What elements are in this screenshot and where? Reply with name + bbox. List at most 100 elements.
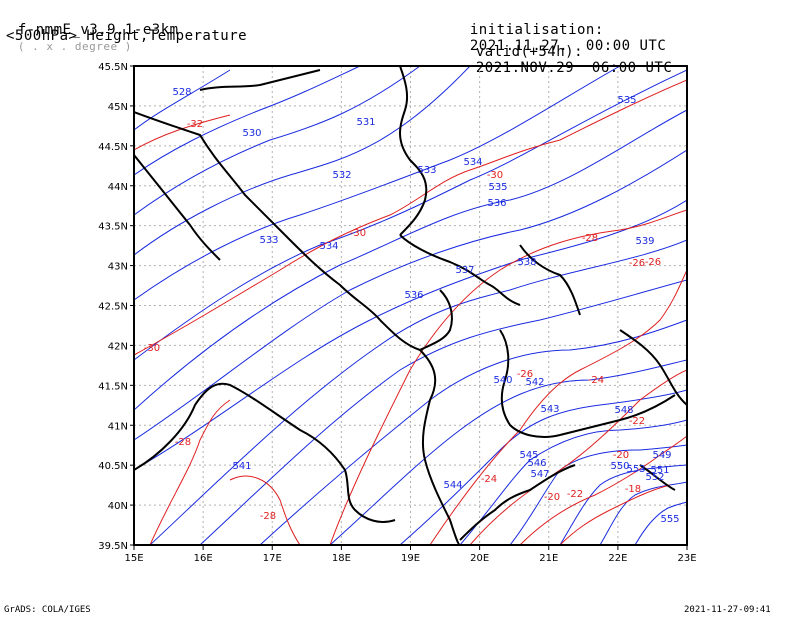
temperature-label: -20 (544, 492, 560, 503)
height-label: 538 (517, 257, 536, 268)
height-label: 539 (635, 236, 654, 247)
height-label: 531 (356, 117, 375, 128)
border-line (399, 66, 428, 236)
lat-tick-label: 43N (108, 262, 128, 273)
map-grid (134, 66, 687, 545)
height-label: 528 (172, 87, 191, 98)
temperature-label: -28 (582, 233, 598, 244)
height-contours (134, 66, 687, 545)
border-line (459, 464, 576, 541)
footer-source: GrADS: COLA/IGES (4, 605, 91, 615)
lat-tick-label: 39.5N (98, 541, 128, 552)
border-line (399, 234, 521, 306)
temperature-labels: -32-30-30-30-28-28-26-26-24-24-22-22-20-… (144, 119, 661, 522)
height-labels: 528 530 531 532 533 533 534 534 535 535 536 536 537 5… (172, 87, 679, 525)
lon-tick-label: 20E (470, 553, 489, 564)
height-label: 551 (650, 465, 669, 476)
border-line (134, 382, 346, 471)
lat-tick-label: 42N (108, 341, 128, 352)
lon-tick-label: 16E (194, 553, 213, 564)
lon-tick-label: 15E (124, 553, 143, 564)
lat-tick-label: 41.5N (98, 381, 128, 392)
lat-tick-label: 43.5N (98, 222, 128, 233)
height-label: 535 (617, 95, 636, 106)
temperature-label: -20 (613, 450, 629, 461)
height-label: 533 (417, 165, 436, 176)
height-label: 555 (660, 514, 679, 525)
lat-tick-label: 40.5N (98, 461, 128, 472)
border-line (419, 289, 453, 351)
height-contour (599, 481, 687, 545)
temperature-contour (329, 209, 687, 545)
lat-tick-label: 44N (108, 182, 128, 193)
temperature-contour (559, 484, 671, 545)
height-label: 540 (493, 375, 512, 386)
temperature-label: -22 (567, 489, 583, 500)
height-label: 543 (540, 404, 559, 415)
height-contour (134, 66, 361, 176)
height-contour (134, 149, 687, 441)
height-label: 550 (610, 461, 629, 472)
temperature-label: -32 (187, 119, 203, 130)
height-label: 534 (463, 157, 482, 168)
height-label: 546 (527, 458, 546, 469)
border-line (639, 464, 676, 491)
height-contour (134, 66, 621, 301)
height-label: 541 (232, 461, 251, 472)
lon-tick-label: 18E (332, 553, 351, 564)
height-contour (399, 389, 687, 545)
border-line (379, 319, 421, 351)
height-contour (459, 419, 687, 545)
border-line (619, 329, 687, 406)
lon-tick-label: 19E (401, 553, 420, 564)
temperature-contour (134, 114, 231, 151)
field-title: <500hPa> Height,Temperature (6, 28, 248, 44)
init-value: 2021.11.27. 00:00 UTC (469, 38, 667, 54)
border-line (344, 469, 396, 523)
lon-axis: 15E 16E 17E 18E 19E 20E 21E 22E 23E (124, 545, 697, 564)
temperature-label: -30 (144, 343, 160, 354)
temperature-label: -18 (625, 484, 641, 495)
height-label: 553 (626, 464, 645, 475)
height-contour (259, 319, 687, 545)
border-line (134, 154, 221, 261)
height-label: 547 (530, 469, 549, 480)
height-label: 545 (519, 450, 538, 461)
height-label: 532 (332, 170, 351, 181)
lat-axis: 39.5N 40N 40.5N 41N 41.5N 42N 42.5N 43N 43.5N 44N… (98, 62, 134, 552)
border-line (134, 111, 381, 321)
lat-tick-label: 42.5N (98, 302, 128, 313)
height-label: 549 (652, 450, 671, 461)
border-line (559, 394, 676, 436)
height-contour (559, 464, 687, 545)
temperature-label: -28 (260, 511, 276, 522)
lon-tick-label: 17E (263, 553, 282, 564)
lat-tick-label: 44.5N (98, 142, 128, 153)
height-label: 548 (614, 405, 633, 416)
temperature-contour (469, 369, 687, 545)
height-contour (134, 66, 471, 256)
height-contour (134, 69, 687, 361)
temperature-contour (429, 269, 687, 545)
height-contour (329, 359, 687, 545)
height-contour (134, 199, 687, 471)
country-borders (134, 66, 687, 545)
temperature-label: -26 (629, 258, 645, 269)
temperature-label: -26 (517, 369, 533, 380)
height-contour (134, 109, 687, 411)
lon-tick-label: 21E (539, 553, 558, 564)
temperature-label: -30 (350, 228, 366, 239)
temperature-label: -30 (487, 170, 503, 181)
height-label: 544 (443, 480, 462, 491)
height-label: 534 (319, 241, 338, 252)
lon-tick-label: 22E (608, 553, 627, 564)
lat-tick-label: 40N (108, 501, 128, 512)
valid-label: valid(+54h): (475, 44, 584, 60)
border-line (519, 244, 581, 316)
height-contour (149, 239, 687, 545)
temperature-label: -28 (175, 437, 191, 448)
height-label: 536 (487, 198, 506, 209)
lat-tick-label: 41N (108, 421, 128, 432)
temperature-label: -22 (629, 416, 645, 427)
